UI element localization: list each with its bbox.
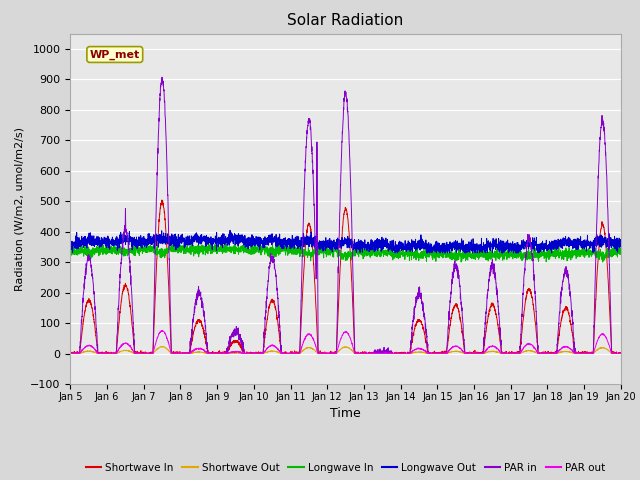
PAR in (220, 351, 228, 357)
PAR out (67, 350, 74, 356)
Longwave Out (617, 237, 625, 242)
PAR in (565, 278, 573, 284)
Title: Solar Radiation: Solar Radiation (287, 13, 404, 28)
Shortwave In (221, 348, 228, 354)
Legend: Shortwave In, Shortwave Out, Longwave In, Longwave Out, PAR in, PAR out: Shortwave In, Shortwave Out, Longwave In… (81, 458, 610, 477)
Longwave Out (565, 238, 573, 243)
PAR out (617, 351, 625, 357)
Longwave Out (67, 242, 74, 248)
Longwave Out (617, 244, 625, 250)
PAR in (409, 318, 417, 324)
Longwave In (617, 252, 625, 257)
Shortwave In (158, 197, 166, 203)
PAR out (565, 345, 573, 351)
Shortwave In (399, 350, 407, 356)
Longwave In (220, 242, 228, 248)
PAR in (617, 351, 625, 357)
Shortwave In (617, 350, 625, 356)
Longwave In (184, 247, 192, 253)
Longwave In (67, 245, 74, 251)
Longwave Out (409, 238, 417, 244)
Line: Longwave In: Longwave In (70, 242, 621, 262)
Longwave In (240, 239, 248, 245)
X-axis label: Time: Time (330, 407, 361, 420)
Longwave Out (184, 239, 192, 244)
Shortwave In (185, 351, 193, 357)
Longwave Out (226, 228, 234, 233)
PAR in (617, 351, 625, 357)
Line: Longwave Out: Longwave Out (70, 230, 621, 253)
Y-axis label: Radiation (W/m2, umol/m2/s): Radiation (W/m2, umol/m2/s) (15, 127, 25, 291)
Line: PAR in: PAR in (70, 77, 621, 354)
PAR in (399, 351, 407, 357)
Shortwave In (67, 351, 74, 357)
Longwave Out (394, 250, 401, 256)
Longwave Out (399, 246, 407, 252)
Shortwave Out (399, 351, 407, 357)
Longwave Out (220, 238, 228, 244)
Line: Shortwave Out: Shortwave Out (70, 347, 621, 354)
Longwave In (617, 248, 625, 253)
PAR out (399, 351, 407, 357)
Longwave In (399, 247, 407, 253)
Shortwave In (67, 350, 74, 356)
Shortwave Out (617, 351, 625, 357)
Line: Shortwave In: Shortwave In (70, 200, 621, 354)
PAR out (409, 348, 417, 354)
Text: WP_met: WP_met (90, 49, 140, 60)
Shortwave Out (184, 351, 192, 357)
Longwave In (409, 252, 417, 257)
Line: PAR out: PAR out (70, 331, 621, 354)
PAR in (158, 74, 166, 80)
Longwave In (599, 259, 607, 265)
Shortwave Out (409, 350, 417, 356)
Shortwave Out (67, 351, 74, 357)
PAR out (185, 350, 193, 356)
Shortwave Out (617, 350, 625, 356)
Shortwave In (565, 310, 573, 315)
Longwave In (565, 249, 573, 255)
PAR out (221, 351, 228, 357)
Shortwave Out (565, 349, 573, 355)
PAR out (157, 328, 165, 334)
PAR out (617, 350, 625, 356)
Shortwave Out (159, 344, 166, 349)
PAR in (67, 351, 74, 357)
PAR in (184, 351, 192, 357)
Shortwave Out (220, 350, 228, 356)
Shortwave In (409, 333, 417, 338)
PAR out (67, 351, 75, 357)
Shortwave In (617, 350, 625, 356)
